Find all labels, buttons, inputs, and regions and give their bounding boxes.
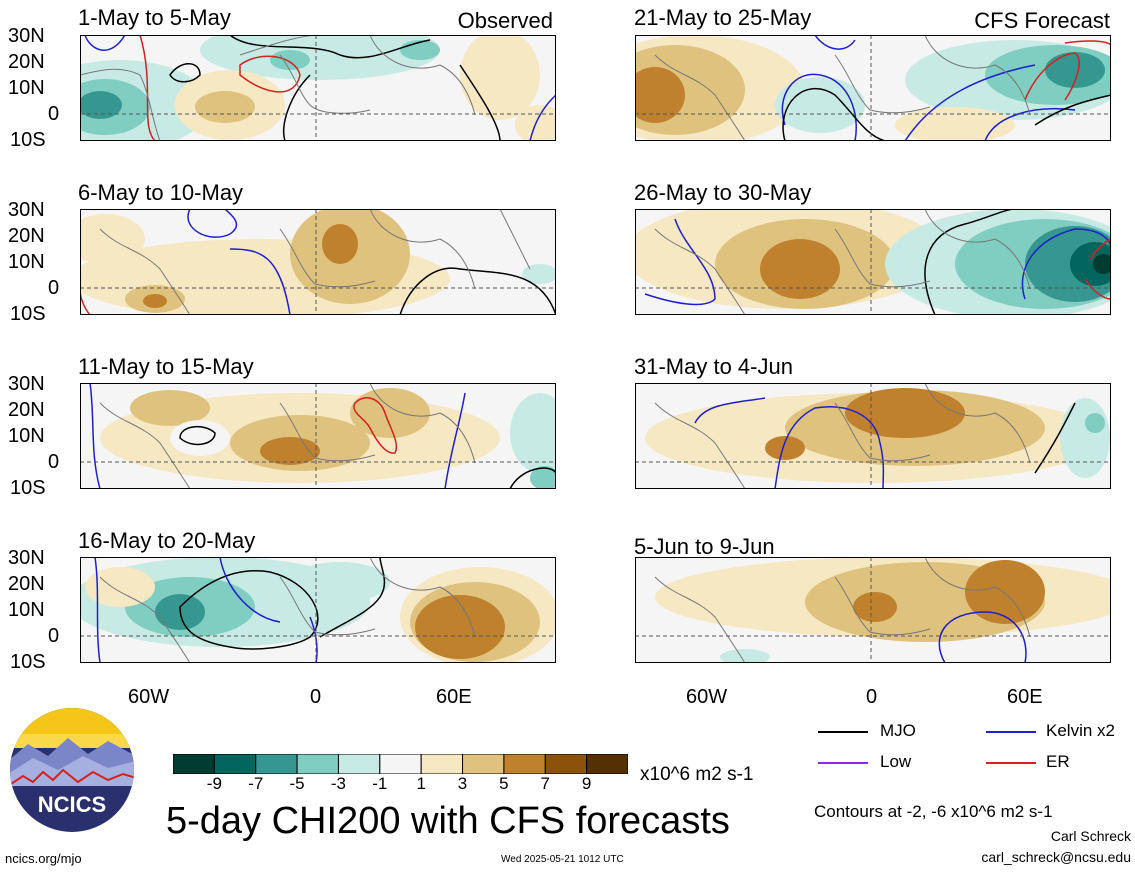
logo-text: NCICS	[38, 792, 106, 817]
colorbar-swatch	[544, 754, 588, 774]
colorbar-swatch	[255, 754, 298, 774]
lon-label: 60E	[436, 686, 472, 708]
lon-label: 0	[866, 686, 878, 708]
lat-label: 0	[48, 625, 60, 647]
colorbar-swatch	[420, 754, 464, 774]
email: carl_schreck@ncsu.edu	[981, 849, 1131, 865]
colorbar-tick-label: 7	[540, 774, 550, 793]
legend-low-label: Low	[880, 752, 912, 771]
legend-er-line	[986, 762, 1036, 764]
colorbar-swatch	[379, 754, 422, 774]
panel-1-title: 1-May to 5-May	[78, 5, 231, 30]
map-panel-7	[635, 383, 1111, 489]
legend-low-line	[818, 762, 868, 764]
legend-kelvin-line	[986, 731, 1036, 733]
lon-label: 0	[310, 686, 322, 708]
panel-4-title: 16-May to 20-May	[78, 528, 256, 553]
legend-mjo-line	[818, 731, 868, 733]
colorbar-tick-label: -9	[206, 774, 222, 793]
colorbar-tick-label: 9	[581, 774, 592, 793]
legend-kelvin-label: Kelvin x2	[1046, 721, 1115, 740]
colorbar-tick-label: 1	[416, 774, 426, 793]
colorbar-swatch	[213, 754, 257, 774]
panel-5-tag: CFS Forecast	[974, 8, 1110, 33]
colorbar-tick-label: -7	[248, 774, 264, 793]
colorbar-swatch	[173, 754, 215, 774]
colorbar	[173, 754, 628, 774]
map-panel-5	[635, 35, 1111, 141]
map-panel-4	[80, 557, 556, 663]
lat-label: 10S	[10, 651, 46, 673]
colorbar-swatch	[296, 754, 339, 774]
main-title: 5-day CHI200 with CFS forecasts	[166, 800, 730, 842]
lat-label: 0	[48, 451, 60, 473]
panel-2-title: 6-May to 10-May	[78, 180, 244, 205]
lat-label: 10N	[8, 251, 45, 273]
lat-label: 10N	[8, 599, 45, 621]
map-panel-8	[635, 557, 1111, 663]
colorbar-tick-label: 3	[457, 774, 468, 793]
legend-er-label: ER	[1046, 752, 1070, 771]
panel-8-title: 5-Jun to 9-Jun	[634, 534, 775, 559]
contours-note: Contours at -2, -6 x10^6 m2 s-1	[814, 802, 1053, 821]
colorbar-units: x10^6 m2 s-1	[640, 764, 754, 785]
panel-5-title: 21-May to 25-May	[634, 5, 812, 30]
panel-3-title: 11-May to 15-May	[78, 354, 254, 379]
lat-label: 30N	[8, 25, 45, 47]
lat-label: 0	[48, 103, 60, 125]
legend-mjo-label: MJO	[880, 721, 916, 740]
panel-7-title: 31-May to 4-Jun	[634, 354, 793, 379]
lat-label: 10S	[10, 129, 46, 151]
lat-label: 10S	[10, 303, 46, 325]
colorbar-swatch	[503, 754, 546, 774]
colorbar-tick-label: 5	[499, 774, 509, 793]
lat-label: 30N	[8, 547, 45, 569]
colorbar-tick-label: -1	[372, 774, 388, 793]
lat-label: 10S	[10, 477, 46, 499]
map-panel-2	[80, 209, 556, 315]
ncics-logo: NCICS	[10, 708, 134, 832]
lat-label: 20N	[8, 573, 45, 595]
colorbar-tick-label: -5	[289, 774, 305, 793]
colorbar-swatch	[462, 754, 505, 774]
lat-label: 10N	[8, 425, 45, 447]
lat-label: 20N	[8, 225, 45, 247]
panel-6-title: 26-May to 30-May	[634, 180, 812, 205]
lat-label: 30N	[8, 373, 45, 395]
site-url: ncics.org/mjo	[5, 851, 82, 866]
lat-label: 30N	[8, 199, 45, 221]
colorbar-tick-label: -3	[330, 774, 347, 793]
lat-label: 0	[48, 277, 60, 299]
lat-label: 20N	[8, 399, 45, 421]
colorbar-swatch	[586, 754, 628, 774]
colorbar-swatch	[337, 754, 381, 774]
lat-label: 10N	[8, 77, 45, 99]
lon-label: 60E	[1007, 686, 1043, 708]
map-panel-1	[80, 35, 556, 141]
map-panel-3	[80, 383, 556, 489]
lon-label: 60W	[686, 686, 728, 708]
panel-1-tag: Observed	[457, 8, 553, 33]
author: Carl Schreck	[1050, 828, 1131, 844]
map-panel-6	[635, 209, 1111, 315]
lat-label: 20N	[8, 51, 45, 73]
lon-label: 60W	[128, 686, 170, 708]
timestamp: Wed 2025-05-21 1012 UTC	[501, 854, 624, 865]
